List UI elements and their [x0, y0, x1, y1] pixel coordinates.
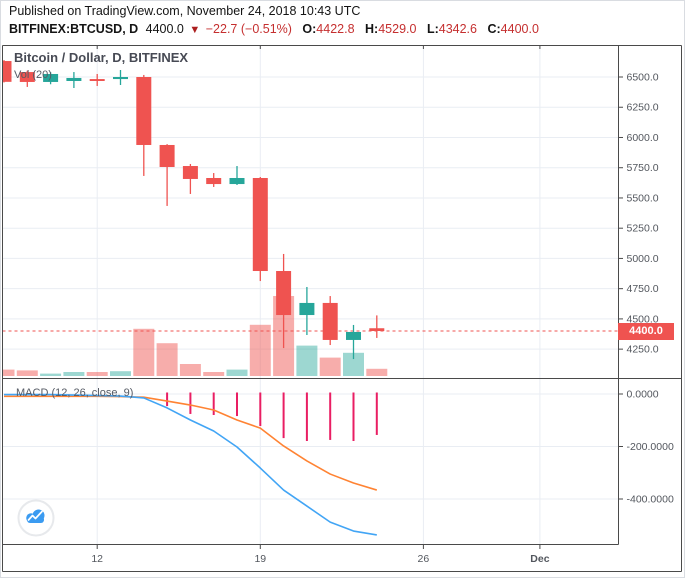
axis-label: 26: [418, 553, 430, 565]
macd-main-line: [4, 393, 377, 536]
axis-label: 5000.0: [627, 253, 659, 265]
down-arrow-icon: ▼: [189, 24, 201, 36]
low-label: L:: [426, 22, 439, 36]
axis-label: 12: [91, 553, 103, 565]
symbol-info-line: BITFINEX:BTCUSD, D 4400.0 ▼ −22.7 (−0.51…: [9, 22, 539, 36]
volume-bar[interactable]: [296, 345, 318, 376]
volume-bar[interactable]: [63, 372, 85, 376]
volume-bar[interactable]: [179, 364, 201, 376]
volume-bar[interactable]: [1, 369, 15, 376]
candle[interactable]: [299, 302, 315, 316]
volume-bar[interactable]: [226, 369, 248, 376]
volume-bar[interactable]: [133, 328, 155, 376]
candle[interactable]: [229, 177, 245, 185]
axis-label: 6500.0: [627, 72, 659, 84]
axis-label: -400.0000: [627, 494, 674, 506]
volume-bar[interactable]: [319, 357, 341, 376]
candle[interactable]: [276, 271, 292, 316]
macd-indicator-label[interactable]: MACD (12, 26, close, 9): [16, 387, 134, 399]
candle[interactable]: [182, 166, 198, 179]
open-value: 4422.8: [316, 22, 355, 36]
volume-bar[interactable]: [203, 372, 225, 376]
volume-bar[interactable]: [110, 371, 131, 376]
candle[interactable]: [43, 73, 59, 82]
axis-label: Dec: [530, 553, 549, 565]
axis-label: 4250.0: [627, 344, 659, 356]
close-label: C:: [487, 22, 501, 36]
candles[interactable]: [1, 60, 385, 360]
high-value: 4529.0: [378, 22, 417, 36]
volume-bar[interactable]: [40, 373, 62, 376]
axis-label: 19: [254, 553, 266, 565]
published-line: Published on TradingView.com, November 2…: [9, 4, 361, 18]
change-text: −22.7 (−0.51%): [205, 22, 292, 36]
macd-histogram: [166, 392, 378, 441]
candle[interactable]: [252, 177, 268, 272]
candle[interactable]: [113, 77, 128, 80]
candle[interactable]: [369, 328, 385, 331]
symbol-name: BITFINEX:BTCUSD, D: [9, 22, 139, 36]
candle[interactable]: [159, 144, 175, 167]
volume-bar[interactable]: [86, 372, 108, 376]
candle[interactable]: [19, 72, 35, 82]
candle[interactable]: [136, 77, 152, 145]
candle[interactable]: [66, 77, 82, 81]
axis-label: -200.0000: [627, 441, 674, 453]
cloud-chart-icon: [26, 509, 45, 523]
axis-label: 5500.0: [627, 192, 659, 204]
price-axis[interactable]: 6500.0 6250.0 6000.0 5750.0 5500.0 5250.0 5000…: [618, 72, 659, 356]
volume-bar[interactable]: [249, 324, 271, 376]
chart-title: Bitcoin / Dollar, D, BITFINEX: [14, 50, 189, 65]
axis-label: 4500.0: [627, 313, 659, 325]
gridlines: [2, 45, 619, 545]
candle[interactable]: [206, 177, 222, 185]
axis-label: 0.0000: [627, 389, 659, 401]
low-value: 4342.6: [438, 22, 477, 36]
axis-label: 6250.0: [627, 102, 659, 114]
candle[interactable]: [89, 79, 105, 81]
axis-label: 4750.0: [627, 283, 659, 295]
open-label: O:: [302, 22, 317, 36]
macd-signal-line: [4, 395, 378, 491]
tradingview-logo[interactable]: [17, 499, 55, 537]
axis-label: 6000.0: [627, 132, 659, 144]
axis-label: 5750.0: [627, 162, 659, 174]
chart-frame: [2, 45, 682, 572]
volume-bars[interactable]: [1, 296, 388, 376]
volume-bar[interactable]: [156, 343, 178, 376]
macd-axis[interactable]: 0.0000 -200.0000 -400.0000: [618, 389, 674, 506]
volume-bar[interactable]: [16, 370, 38, 376]
axis-label: 5250.0: [627, 223, 659, 235]
candle[interactable]: [1, 61, 12, 82]
high-label: H:: [365, 22, 379, 36]
volume-indicator-label[interactable]: Vol (20): [14, 69, 52, 81]
candle[interactable]: [346, 331, 361, 340]
volume-bar[interactable]: [343, 352, 364, 376]
volume-bar[interactable]: [366, 368, 388, 376]
time-axis[interactable]: 12 19 26 Dec: [91, 45, 550, 566]
candle[interactable]: [322, 302, 338, 340]
close-value: 4400.0: [500, 22, 539, 36]
last-price: 4400.0: [145, 22, 184, 36]
last-price-axis-badge: 4400.0: [618, 322, 674, 340]
